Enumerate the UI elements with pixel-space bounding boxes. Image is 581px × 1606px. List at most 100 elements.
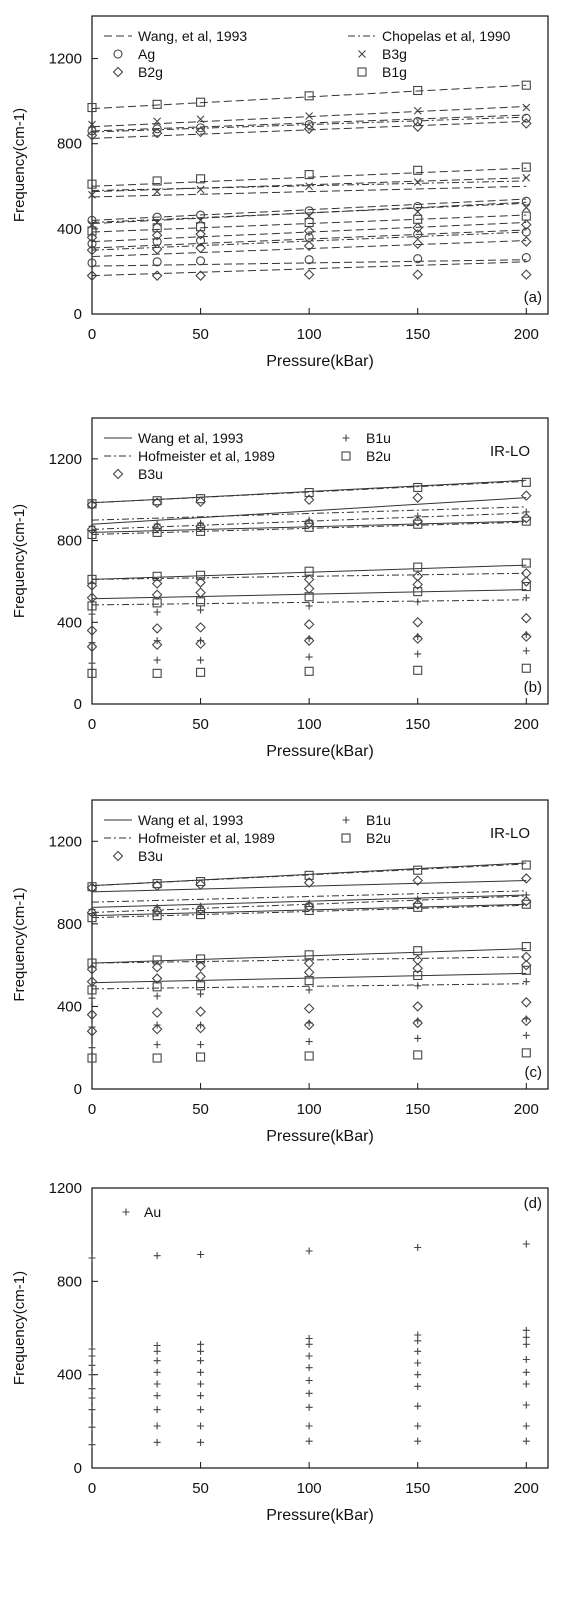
data-point — [522, 978, 530, 986]
data-point — [151, 127, 163, 139]
y-tick-label: 1200 — [49, 833, 82, 850]
panel-c: 0 50 100 150 200 0 400 800 1200 Pressure(kBar) Fre… — [11, 799, 549, 1145]
data-point — [87, 529, 97, 539]
data-point — [196, 222, 206, 232]
series-line — [91, 479, 527, 504]
data-point — [153, 1406, 161, 1414]
series-line — [91, 177, 527, 193]
data-point — [305, 1403, 313, 1411]
data-point — [152, 496, 162, 506]
data-point — [86, 1009, 98, 1020]
data-point — [197, 1357, 205, 1365]
panel-tag: (c) — [525, 1064, 543, 1081]
data-point — [87, 226, 97, 236]
data-point — [305, 1038, 313, 1046]
data-point — [195, 1006, 206, 1017]
data-point — [412, 269, 423, 280]
data-point — [305, 1389, 313, 1397]
data-point — [196, 597, 206, 607]
series-0 — [91, 862, 527, 984]
data-point — [522, 173, 531, 182]
data-point — [521, 162, 531, 172]
series-line — [91, 240, 527, 258]
data-point — [413, 970, 423, 981]
data-point — [304, 120, 314, 130]
legend-label: Wang et al, 1993 — [138, 812, 244, 828]
data-point — [197, 990, 205, 998]
data-point — [86, 963, 98, 975]
panel-c-axes: 0 50 100 150 200 0 400 800 1200 Pressure(kBar) Fre… — [11, 799, 549, 1145]
data-point — [303, 574, 315, 585]
data-point — [151, 961, 163, 973]
series-line — [91, 903, 527, 917]
series-line — [91, 167, 527, 187]
x-tick-label: 0 — [88, 1480, 96, 1497]
data-point — [413, 562, 423, 572]
data-point — [303, 877, 315, 888]
y-axis-label: Frequency(cm-1) — [11, 1271, 28, 1385]
data-point — [86, 129, 98, 141]
data-point — [152, 955, 162, 965]
data-point — [153, 1357, 161, 1365]
series-4 — [86, 873, 532, 1037]
data-point — [303, 1003, 315, 1014]
legend-marker — [358, 50, 366, 58]
data-point — [304, 217, 314, 228]
x-tick-label: 100 — [297, 1101, 322, 1118]
data-point — [412, 633, 423, 644]
data-point — [521, 80, 531, 90]
data-point — [196, 97, 206, 107]
data-point — [521, 997, 532, 1008]
data-point — [197, 1340, 205, 1348]
series-line — [91, 229, 527, 249]
data-point — [305, 1352, 313, 1360]
data-point — [522, 1333, 530, 1341]
panel-tag: (b) — [524, 679, 542, 696]
data-point — [412, 954, 423, 966]
data-point — [151, 1023, 163, 1035]
data-point — [414, 1244, 422, 1251]
data-point — [151, 270, 163, 281]
x-tick-label: 50 — [192, 1480, 209, 1497]
series-line — [91, 497, 527, 525]
data-point — [152, 124, 162, 134]
data-point — [152, 527, 162, 537]
data-point — [196, 123, 206, 133]
data-point — [305, 1377, 313, 1384]
data-point — [196, 236, 206, 246]
data-point — [196, 174, 206, 184]
data-point — [305, 899, 313, 907]
series-line — [91, 863, 527, 887]
data-point — [414, 1422, 422, 1430]
data-point — [87, 1053, 97, 1063]
data-point — [521, 490, 532, 501]
data-point — [303, 1019, 315, 1031]
panel-a-axes: 0 50 100 150 200 0 400 800 1200 Pressure(kBar) Fre… — [11, 15, 549, 370]
data-point — [412, 515, 423, 527]
data-point — [153, 1252, 161, 1260]
y-axis-label: Frequency(cm-1) — [11, 108, 28, 222]
data-point — [87, 179, 97, 189]
legend-marker — [112, 66, 124, 78]
data-point — [303, 269, 315, 280]
series-line — [91, 221, 527, 243]
data-point — [88, 1371, 96, 1379]
series-line — [91, 261, 527, 277]
series-line — [91, 185, 527, 198]
data-point — [153, 903, 161, 911]
data-point — [153, 656, 161, 664]
data-point — [522, 103, 531, 112]
data-point — [521, 118, 532, 129]
data-point — [412, 1001, 423, 1012]
legend-label: Ag — [138, 46, 155, 62]
data-point — [151, 973, 163, 984]
panel-b-legend: Wang et al, 1993 B1u Hofmeister et al, 198… — [104, 430, 391, 482]
legend-marker — [341, 451, 351, 461]
data-point — [304, 1051, 314, 1061]
legend-label: B2u — [366, 830, 391, 846]
data-point — [86, 641, 98, 653]
series-2 — [87, 113, 531, 268]
data-point — [152, 212, 162, 222]
data-point — [412, 492, 423, 503]
data-point — [86, 625, 98, 636]
